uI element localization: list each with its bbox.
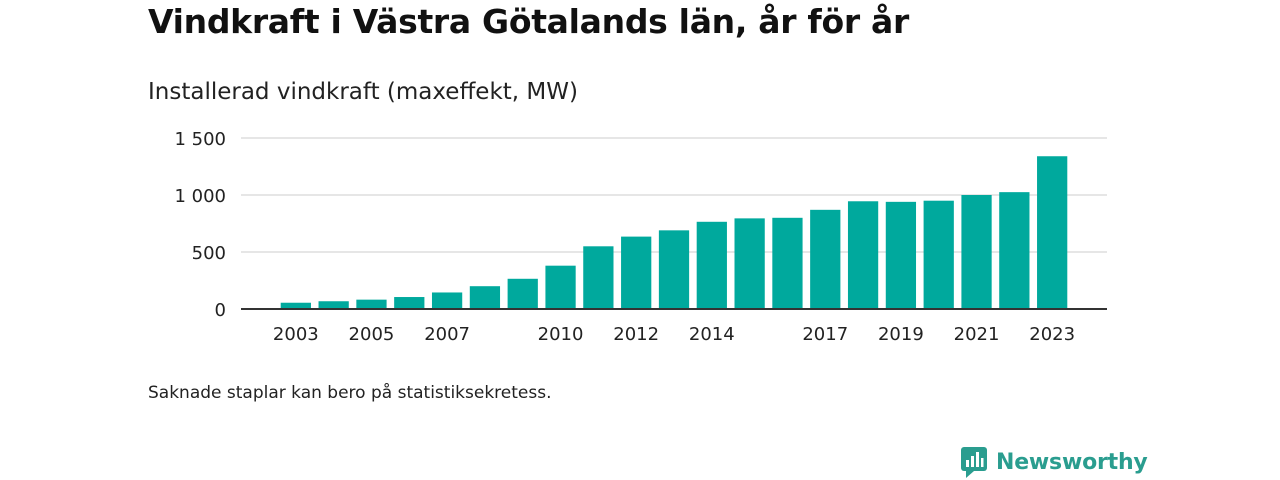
chart-subtitle: Installerad vindkraft (maxeffekt, MW) (148, 79, 578, 105)
y-tick-label: 1 500 (174, 129, 226, 150)
y-axis-labels: 0 500 1 000 1 500 (174, 129, 226, 321)
bar-2019 (885, 201, 917, 309)
x-tick-label: 2012 (613, 324, 659, 345)
y-tick-label: 500 (192, 243, 226, 264)
bar-2010 (545, 265, 576, 309)
x-tick-label: 2023 (1029, 324, 1075, 345)
y-tick-label: 0 (215, 300, 226, 321)
bar-2004 (318, 301, 349, 309)
x-axis-labels: 2003 2005 2007 2010 2012 2014 2017 2019 2021 2023 (273, 324, 1075, 345)
bar-2023 (1037, 156, 1068, 309)
bar-2022 (999, 192, 1030, 309)
x-tick-label: 2005 (349, 324, 395, 345)
newsworthy-logo-icon (961, 447, 987, 478)
bar-2007 (431, 292, 463, 309)
chart-title: Vindkraft i Västra Götalands län, år för… (148, 2, 909, 41)
bar-2008 (469, 286, 501, 309)
bar-2005 (356, 299, 387, 309)
bar-2016 (772, 217, 803, 309)
bar-2017 (810, 209, 841, 309)
bar-2013 (658, 230, 690, 309)
bar-2011 (583, 246, 614, 309)
x-tick-label: 2019 (878, 324, 924, 345)
x-tick-label: 2017 (802, 324, 848, 345)
x-tick-label: 2021 (954, 324, 1000, 345)
brand-logo: Newsworthy (960, 445, 1148, 479)
bar-2014 (696, 221, 727, 309)
bar-2021 (961, 195, 992, 309)
bar-2009 (507, 278, 538, 309)
x-tick-label: 2007 (424, 324, 470, 345)
footnote: Saknade staplar kan bero på statistiksek… (148, 383, 552, 403)
y-tick-label: 1 000 (174, 186, 226, 207)
x-tick-label: 2003 (273, 324, 319, 345)
x-tick-label: 2014 (689, 324, 735, 345)
brand-name: Newsworthy (996, 449, 1148, 475)
bar-2018 (847, 201, 879, 309)
bar-2015 (734, 218, 765, 309)
bar-2012 (621, 236, 652, 309)
x-tick-label: 2010 (538, 324, 584, 345)
bar-2020 (923, 200, 954, 309)
bars (280, 156, 1068, 309)
bar-2003 (280, 302, 311, 309)
bar-2006 (394, 297, 425, 309)
